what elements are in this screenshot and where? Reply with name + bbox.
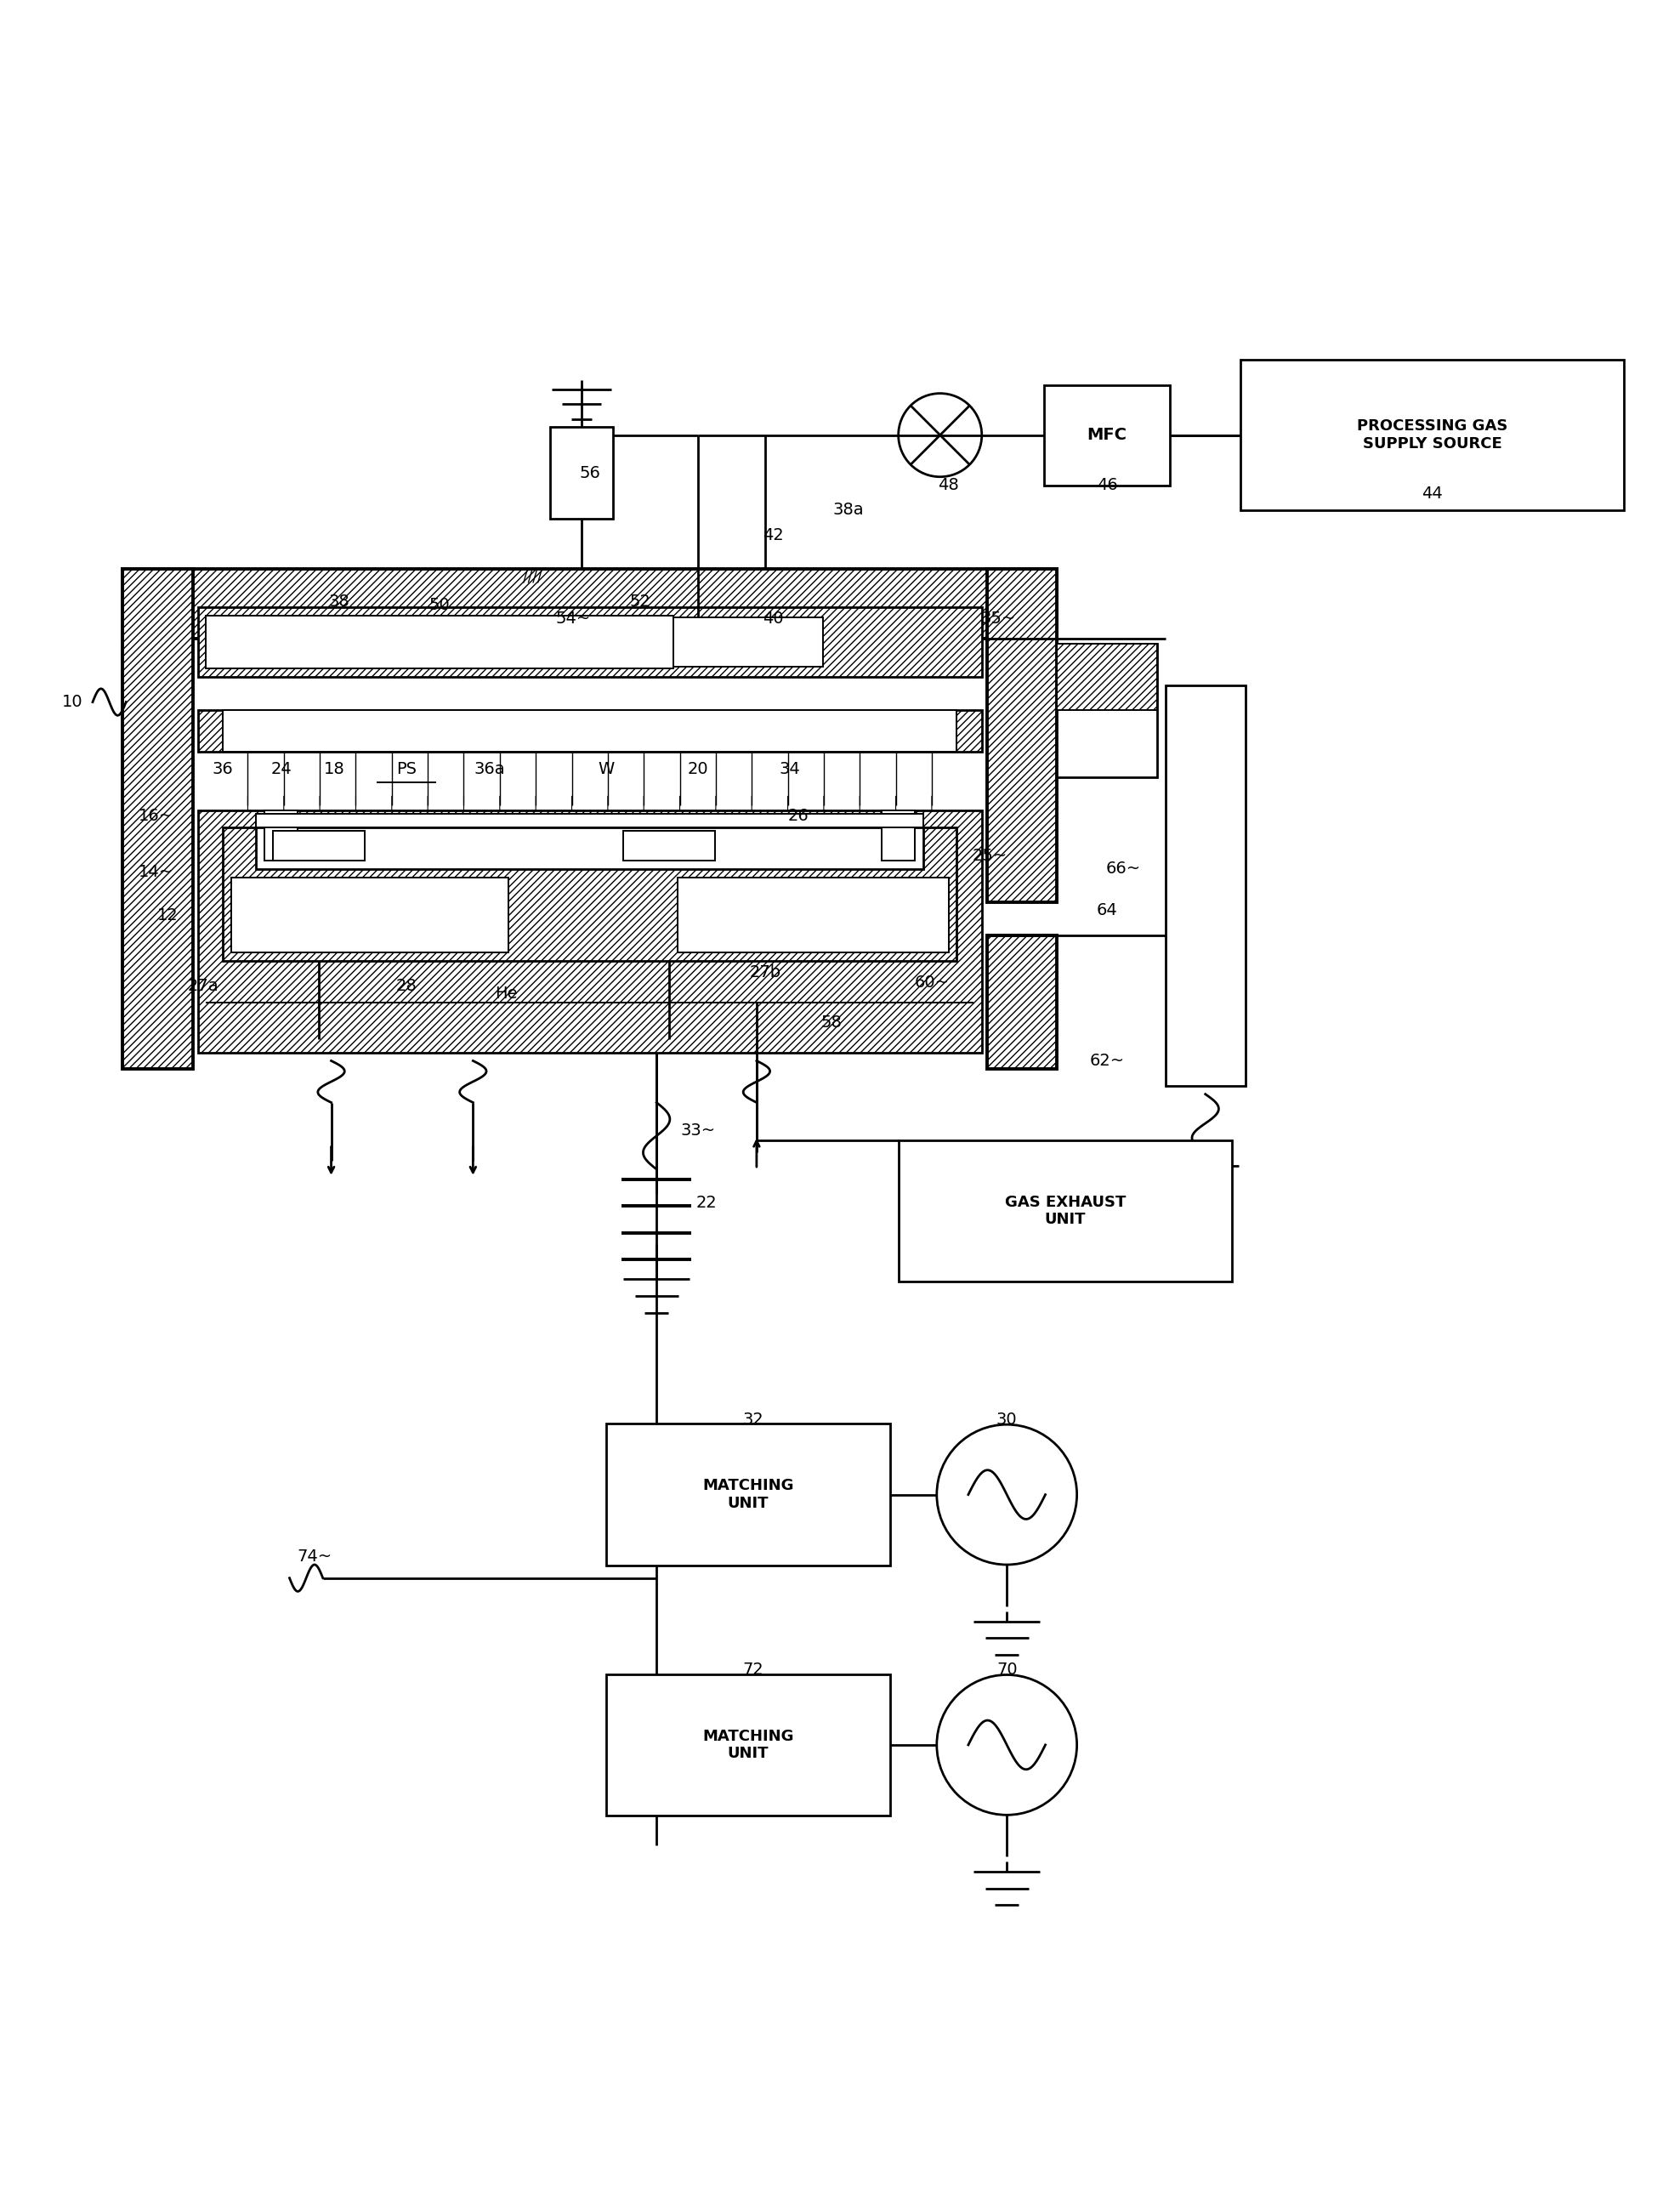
Text: 28: 28 bbox=[396, 977, 417, 994]
Bar bbox=[882, 811, 916, 860]
Bar bbox=[606, 1674, 890, 1815]
Bar bbox=[623, 831, 716, 860]
Text: 56: 56 bbox=[580, 465, 600, 481]
Bar bbox=[198, 811, 981, 1052]
Text: 12: 12 bbox=[158, 908, 178, 924]
Text: 14~: 14~ bbox=[138, 864, 173, 880]
Text: 20: 20 bbox=[687, 761, 709, 776]
Text: 58: 58 bbox=[822, 1014, 842, 1030]
Bar bbox=[123, 569, 1057, 639]
Bar bbox=[272, 831, 365, 860]
Text: He: He bbox=[496, 986, 517, 1001]
Bar bbox=[674, 617, 823, 668]
Text: W: W bbox=[598, 761, 615, 776]
Text: MFC: MFC bbox=[1087, 428, 1127, 443]
Text: 35~: 35~ bbox=[981, 611, 1016, 626]
Text: 60~: 60~ bbox=[914, 975, 949, 990]
Text: 36a: 36a bbox=[474, 761, 506, 776]
Bar bbox=[1057, 644, 1158, 710]
Text: 32: 32 bbox=[743, 1411, 764, 1427]
Text: 30: 30 bbox=[996, 1411, 1018, 1427]
Text: 22: 22 bbox=[696, 1195, 717, 1211]
Text: 27a: 27a bbox=[186, 977, 218, 994]
Text: 36: 36 bbox=[212, 761, 234, 776]
Text: 62~: 62~ bbox=[1089, 1052, 1124, 1069]
Text: ////: //// bbox=[522, 569, 543, 584]
Text: MATCHING
UNIT: MATCHING UNIT bbox=[702, 1477, 795, 1510]
Bar bbox=[232, 878, 507, 953]
Text: 27b: 27b bbox=[749, 964, 781, 981]
Text: 34: 34 bbox=[780, 761, 800, 776]
Bar bbox=[1166, 686, 1245, 1085]
Text: 48: 48 bbox=[937, 476, 959, 494]
Text: 44: 44 bbox=[1421, 485, 1443, 501]
Text: 10: 10 bbox=[62, 695, 82, 710]
Text: 64: 64 bbox=[1097, 902, 1117, 919]
Bar bbox=[1045, 386, 1169, 485]
Bar bbox=[207, 615, 674, 668]
Text: 54~: 54~ bbox=[556, 611, 591, 626]
Text: 40: 40 bbox=[763, 611, 785, 626]
Text: 70: 70 bbox=[996, 1663, 1018, 1678]
Text: 42: 42 bbox=[763, 527, 785, 542]
Text: GAS EXHAUST
UNIT: GAS EXHAUST UNIT bbox=[1005, 1195, 1126, 1228]
Bar bbox=[606, 1424, 890, 1566]
Bar bbox=[1240, 359, 1625, 509]
Text: 24: 24 bbox=[270, 761, 292, 776]
Bar bbox=[198, 710, 981, 752]
Bar bbox=[223, 710, 958, 752]
Text: 52: 52 bbox=[630, 593, 650, 611]
Bar bbox=[549, 428, 613, 518]
Bar bbox=[264, 811, 297, 860]
Bar bbox=[255, 827, 924, 869]
Text: 38a: 38a bbox=[833, 503, 864, 518]
Text: 26: 26 bbox=[788, 807, 808, 825]
Bar bbox=[223, 827, 958, 961]
Bar bbox=[198, 606, 981, 677]
Bar bbox=[255, 814, 924, 827]
Text: 16~: 16~ bbox=[138, 807, 173, 825]
Bar bbox=[123, 569, 193, 1069]
Bar bbox=[1057, 644, 1158, 776]
Text: 74~: 74~ bbox=[297, 1548, 333, 1563]
Text: 38: 38 bbox=[329, 593, 349, 611]
Bar bbox=[677, 878, 949, 953]
Text: 66~: 66~ bbox=[1105, 860, 1141, 878]
Text: PS: PS bbox=[396, 761, 417, 776]
Bar bbox=[986, 935, 1057, 1069]
Text: 33~: 33~ bbox=[680, 1122, 716, 1140]
Bar bbox=[899, 1140, 1231, 1281]
Text: 18: 18 bbox=[324, 761, 344, 776]
Text: 25~: 25~ bbox=[973, 847, 1008, 864]
Bar bbox=[986, 569, 1057, 902]
Text: 46: 46 bbox=[1097, 476, 1117, 494]
Text: 50: 50 bbox=[428, 598, 450, 613]
Text: MATCHING
UNIT: MATCHING UNIT bbox=[702, 1729, 795, 1762]
Text: PROCESSING GAS
SUPPLY SOURCE: PROCESSING GAS SUPPLY SOURCE bbox=[1357, 419, 1507, 452]
Text: 72: 72 bbox=[743, 1663, 764, 1678]
